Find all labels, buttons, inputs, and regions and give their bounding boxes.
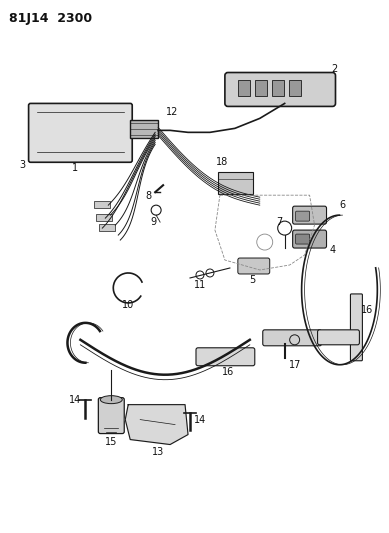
- FancyBboxPatch shape: [238, 258, 270, 274]
- Bar: [95, 201, 110, 208]
- Text: 14: 14: [194, 415, 206, 425]
- Text: 17: 17: [289, 360, 301, 370]
- Text: 16: 16: [222, 367, 234, 377]
- FancyBboxPatch shape: [296, 211, 310, 221]
- Bar: [96, 214, 112, 221]
- Text: 18: 18: [216, 157, 228, 167]
- Text: 11: 11: [194, 280, 206, 290]
- Bar: [255, 80, 267, 96]
- Text: 15: 15: [105, 437, 117, 447]
- Text: 2: 2: [331, 63, 338, 74]
- FancyBboxPatch shape: [29, 103, 132, 162]
- FancyBboxPatch shape: [317, 330, 359, 345]
- Text: 10: 10: [122, 300, 134, 310]
- Bar: [218, 172, 253, 194]
- Text: 16: 16: [361, 305, 373, 315]
- Ellipse shape: [100, 395, 122, 403]
- FancyBboxPatch shape: [293, 230, 326, 248]
- Text: 4: 4: [329, 245, 336, 255]
- FancyBboxPatch shape: [293, 206, 326, 224]
- Text: 1: 1: [72, 163, 79, 173]
- Polygon shape: [125, 405, 188, 445]
- Text: 7: 7: [277, 217, 283, 227]
- Bar: [99, 224, 115, 231]
- Bar: [130, 120, 158, 139]
- FancyBboxPatch shape: [296, 234, 310, 244]
- Text: 9: 9: [150, 217, 156, 227]
- Text: 14: 14: [69, 394, 82, 405]
- FancyBboxPatch shape: [225, 72, 335, 107]
- Text: 6: 6: [340, 200, 345, 210]
- FancyBboxPatch shape: [196, 348, 255, 366]
- FancyBboxPatch shape: [98, 398, 124, 433]
- Text: 12: 12: [166, 108, 178, 117]
- FancyBboxPatch shape: [350, 294, 363, 361]
- Text: 3: 3: [19, 160, 26, 170]
- Bar: [289, 80, 301, 96]
- Bar: [272, 80, 284, 96]
- Text: 5: 5: [250, 275, 256, 285]
- Text: 81J14  2300: 81J14 2300: [9, 12, 92, 25]
- Text: 8: 8: [145, 191, 151, 201]
- Text: 13: 13: [152, 447, 164, 457]
- Bar: [238, 80, 250, 96]
- FancyBboxPatch shape: [263, 330, 322, 346]
